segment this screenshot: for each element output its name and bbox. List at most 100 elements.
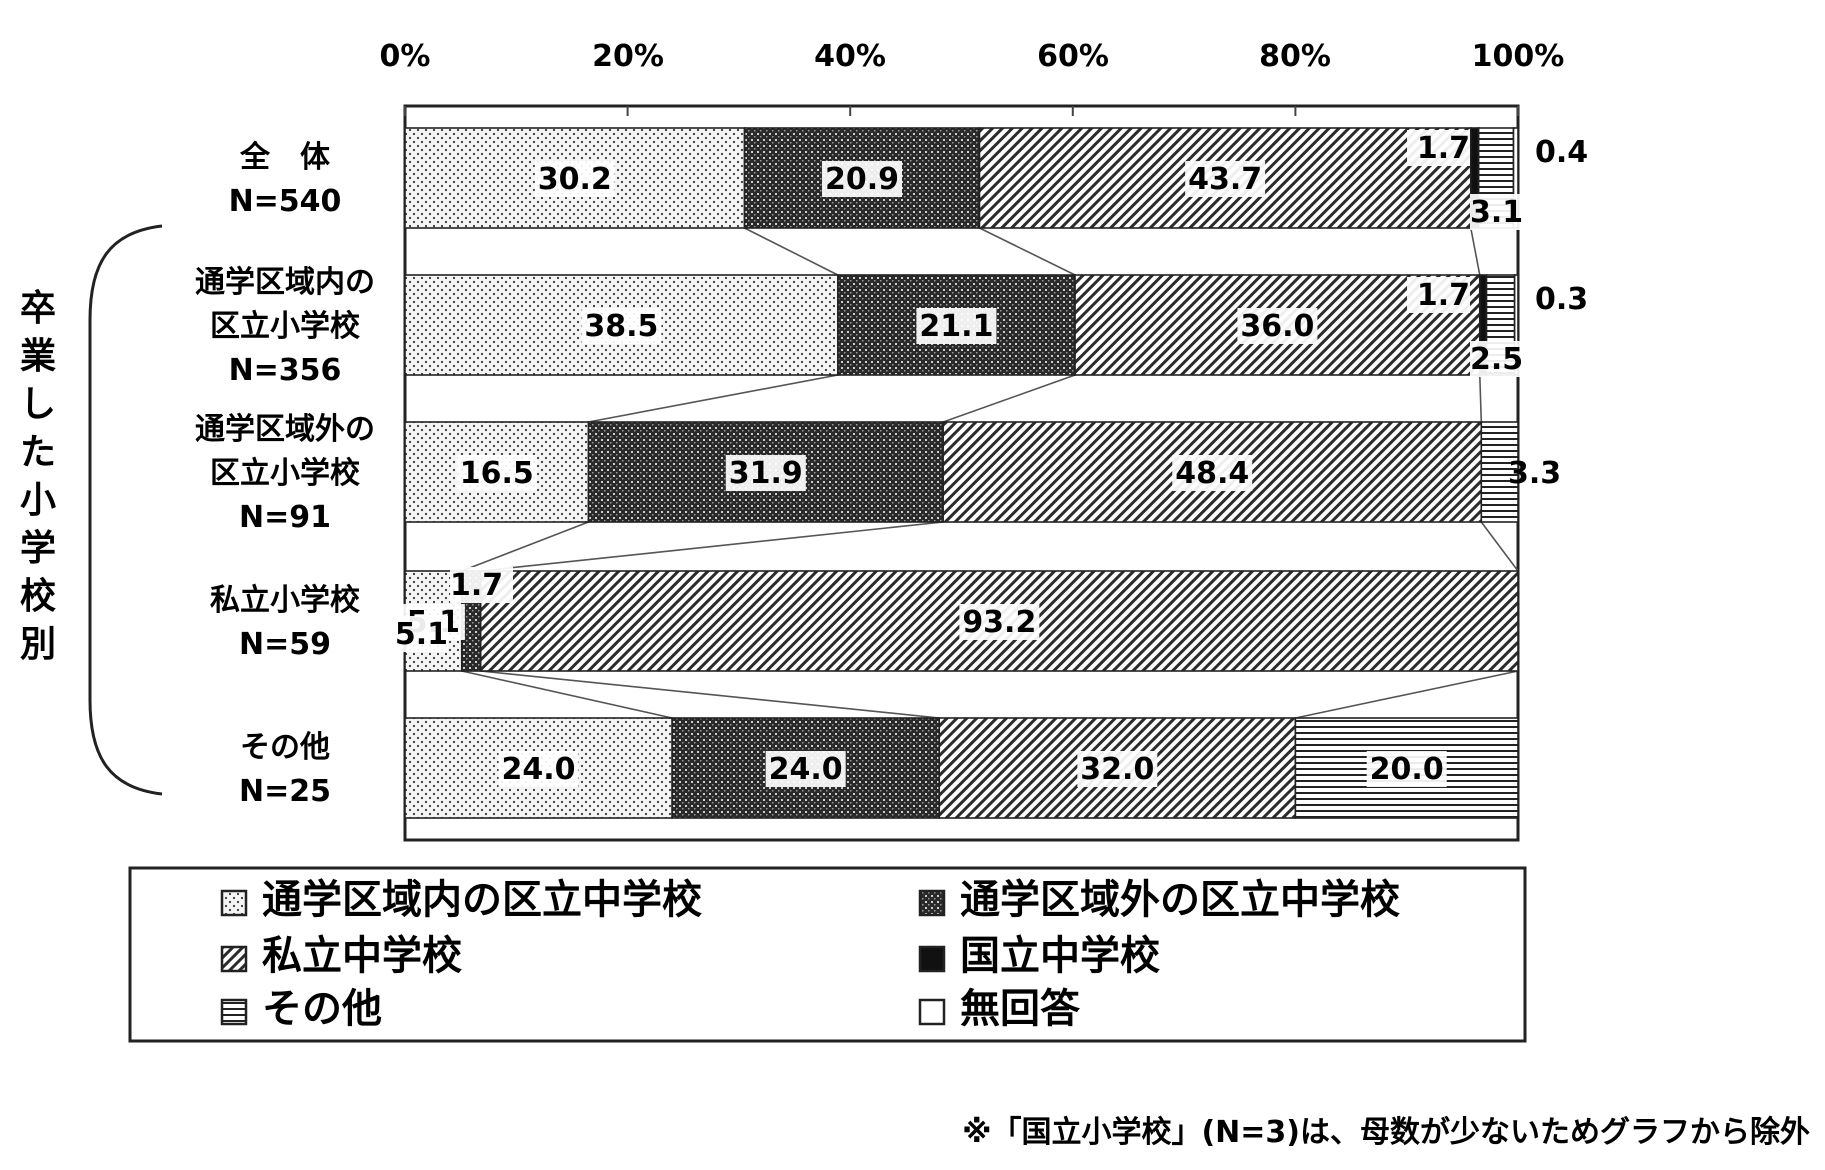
category-label: 通学区域内の: [195, 265, 375, 300]
legend-swatch: [220, 998, 248, 1026]
segment-label: 3.3: [1508, 456, 1561, 491]
segment-label: 93.2: [959, 604, 1040, 640]
connector-line: [942, 374, 1076, 423]
legend-item: 通学区域外の区立中学校: [918, 877, 1400, 923]
segment-label: 43.7: [1185, 161, 1266, 197]
segment-label: 24.0: [765, 751, 846, 787]
connector-line: [1469, 227, 1481, 276]
connector-line: [480, 521, 944, 572]
legend-item: 私立中学校: [220, 933, 462, 979]
legend-swatch: [918, 998, 946, 1026]
segment-label-text: 21.1: [919, 309, 993, 344]
legend-box: [128, 866, 1527, 1043]
bar-segment: [1480, 421, 1519, 523]
segment-label-text: 24.0: [769, 752, 843, 787]
segment-label-text: 16.5: [460, 456, 534, 491]
segment-label: 48.4: [1172, 455, 1253, 491]
legend-swatch: [220, 945, 248, 973]
segment-label-text: 5.1: [395, 617, 448, 652]
x-axis-tick-labels: 0% 20% 40% 60% 80% 100%: [380, 39, 1565, 74]
legend-label: 通学区域内の区立中学校: [262, 877, 702, 923]
segment-label: 1.7: [1407, 130, 1470, 166]
connector-line: [1480, 521, 1519, 572]
legend-swatch: [918, 889, 946, 917]
segment-label: 30.2: [534, 161, 615, 197]
segment-label-text: 1.7: [1417, 278, 1470, 313]
x-tick-label: 40%: [814, 39, 886, 74]
segment-label-text: 1.7: [450, 568, 503, 603]
segment-label: 20.0: [1366, 751, 1447, 787]
segment-label: 16.5: [456, 455, 537, 491]
group-label-char: た: [20, 432, 56, 473]
group-label-char: 別: [20, 624, 56, 665]
group-label-char: 業: [20, 336, 56, 377]
x-tick-label: 80%: [1259, 39, 1331, 74]
connector-line: [979, 227, 1076, 276]
segment-label-text: 38.5: [584, 309, 658, 344]
legend-swatch: [918, 945, 946, 973]
connector-line: [461, 670, 673, 719]
segment-label-text: 36.0: [1240, 309, 1314, 344]
segment-label: 0.4: [1535, 135, 1588, 170]
legend-label: 私立中学校: [262, 933, 462, 979]
category-label: 通学区域外の: [195, 412, 375, 447]
segment-label: 31.9: [725, 455, 806, 491]
category-label: 全 体: [239, 140, 331, 175]
category-label: 区立小学校: [210, 456, 360, 491]
x-tick-label: 20%: [592, 39, 664, 74]
legend-label: 無回答: [960, 986, 1081, 1032]
segment-label-text: 1.7: [1417, 131, 1470, 166]
segment-label: 3.1: [1470, 194, 1533, 230]
connector-line: [588, 374, 838, 423]
segment-label: 24.0: [498, 751, 579, 787]
segment-label-text: 20.0: [1370, 752, 1444, 787]
legend-label: 国立中学校: [960, 933, 1160, 979]
segment-label: 21.1: [916, 308, 997, 344]
segment-label: 0.3: [1535, 282, 1588, 317]
segment-label-text: 3.3: [1508, 456, 1561, 491]
segment-label-text: 2.5: [1470, 342, 1523, 377]
segment-label: 1.7: [1407, 277, 1470, 313]
segment-label: 5.1: [385, 616, 448, 652]
segment-label: 2.5: [1470, 341, 1533, 377]
connector-line: [480, 670, 940, 719]
segment-label: 20.9: [822, 161, 903, 197]
group-label-char: 小: [20, 480, 56, 521]
bar-segment: [837, 274, 1076, 376]
category-n-label: N=356: [229, 353, 342, 388]
category-n-label: N=91: [239, 500, 331, 535]
connector-line: [1295, 670, 1519, 719]
x-tick-label: 0%: [380, 39, 431, 74]
segment-label-text: 43.7: [1188, 162, 1262, 197]
legend-label: その他: [262, 986, 382, 1032]
group-brace: [88, 224, 163, 796]
x-tick-label: 100%: [1472, 39, 1565, 74]
legend-item: 国立中学校: [918, 933, 1160, 979]
segment-label-text: 20.9: [825, 162, 899, 197]
legend-item: 無回答: [918, 986, 1081, 1032]
category-label: その他: [240, 730, 330, 765]
segment-labels: 30.2 20.9 43.7 38.5 21.1 36.0 16.5 31.9 48.4 5.1 9…: [385, 130, 1588, 787]
group-label-char: 校: [20, 576, 56, 617]
category-n-label: N=540: [229, 184, 342, 219]
segment-label-text: 0.3: [1535, 282, 1588, 317]
connector-line: [1478, 374, 1483, 423]
segment-label-text: 3.1: [1470, 195, 1523, 230]
x-axis-tick-marks: [404, 106, 1519, 116]
segment-label: 1.7: [450, 567, 513, 603]
category-n-label: N=25: [239, 774, 331, 809]
segment-label-text: 0.4: [1535, 135, 1588, 170]
connector-line: [461, 521, 589, 572]
category-n-label: N=59: [239, 627, 331, 662]
segment-label-text: 24.0: [502, 752, 576, 787]
connector-line: [744, 227, 839, 276]
group-label-char: し: [20, 384, 56, 425]
series-connector-lines: [461, 227, 1519, 719]
footnote: ※「国立小学校」(N=3)は、母数が少ないためグラフから除外: [962, 1115, 1810, 1150]
category-label: 区立小学校: [210, 309, 360, 344]
segment-label: 32.0: [1077, 751, 1158, 787]
